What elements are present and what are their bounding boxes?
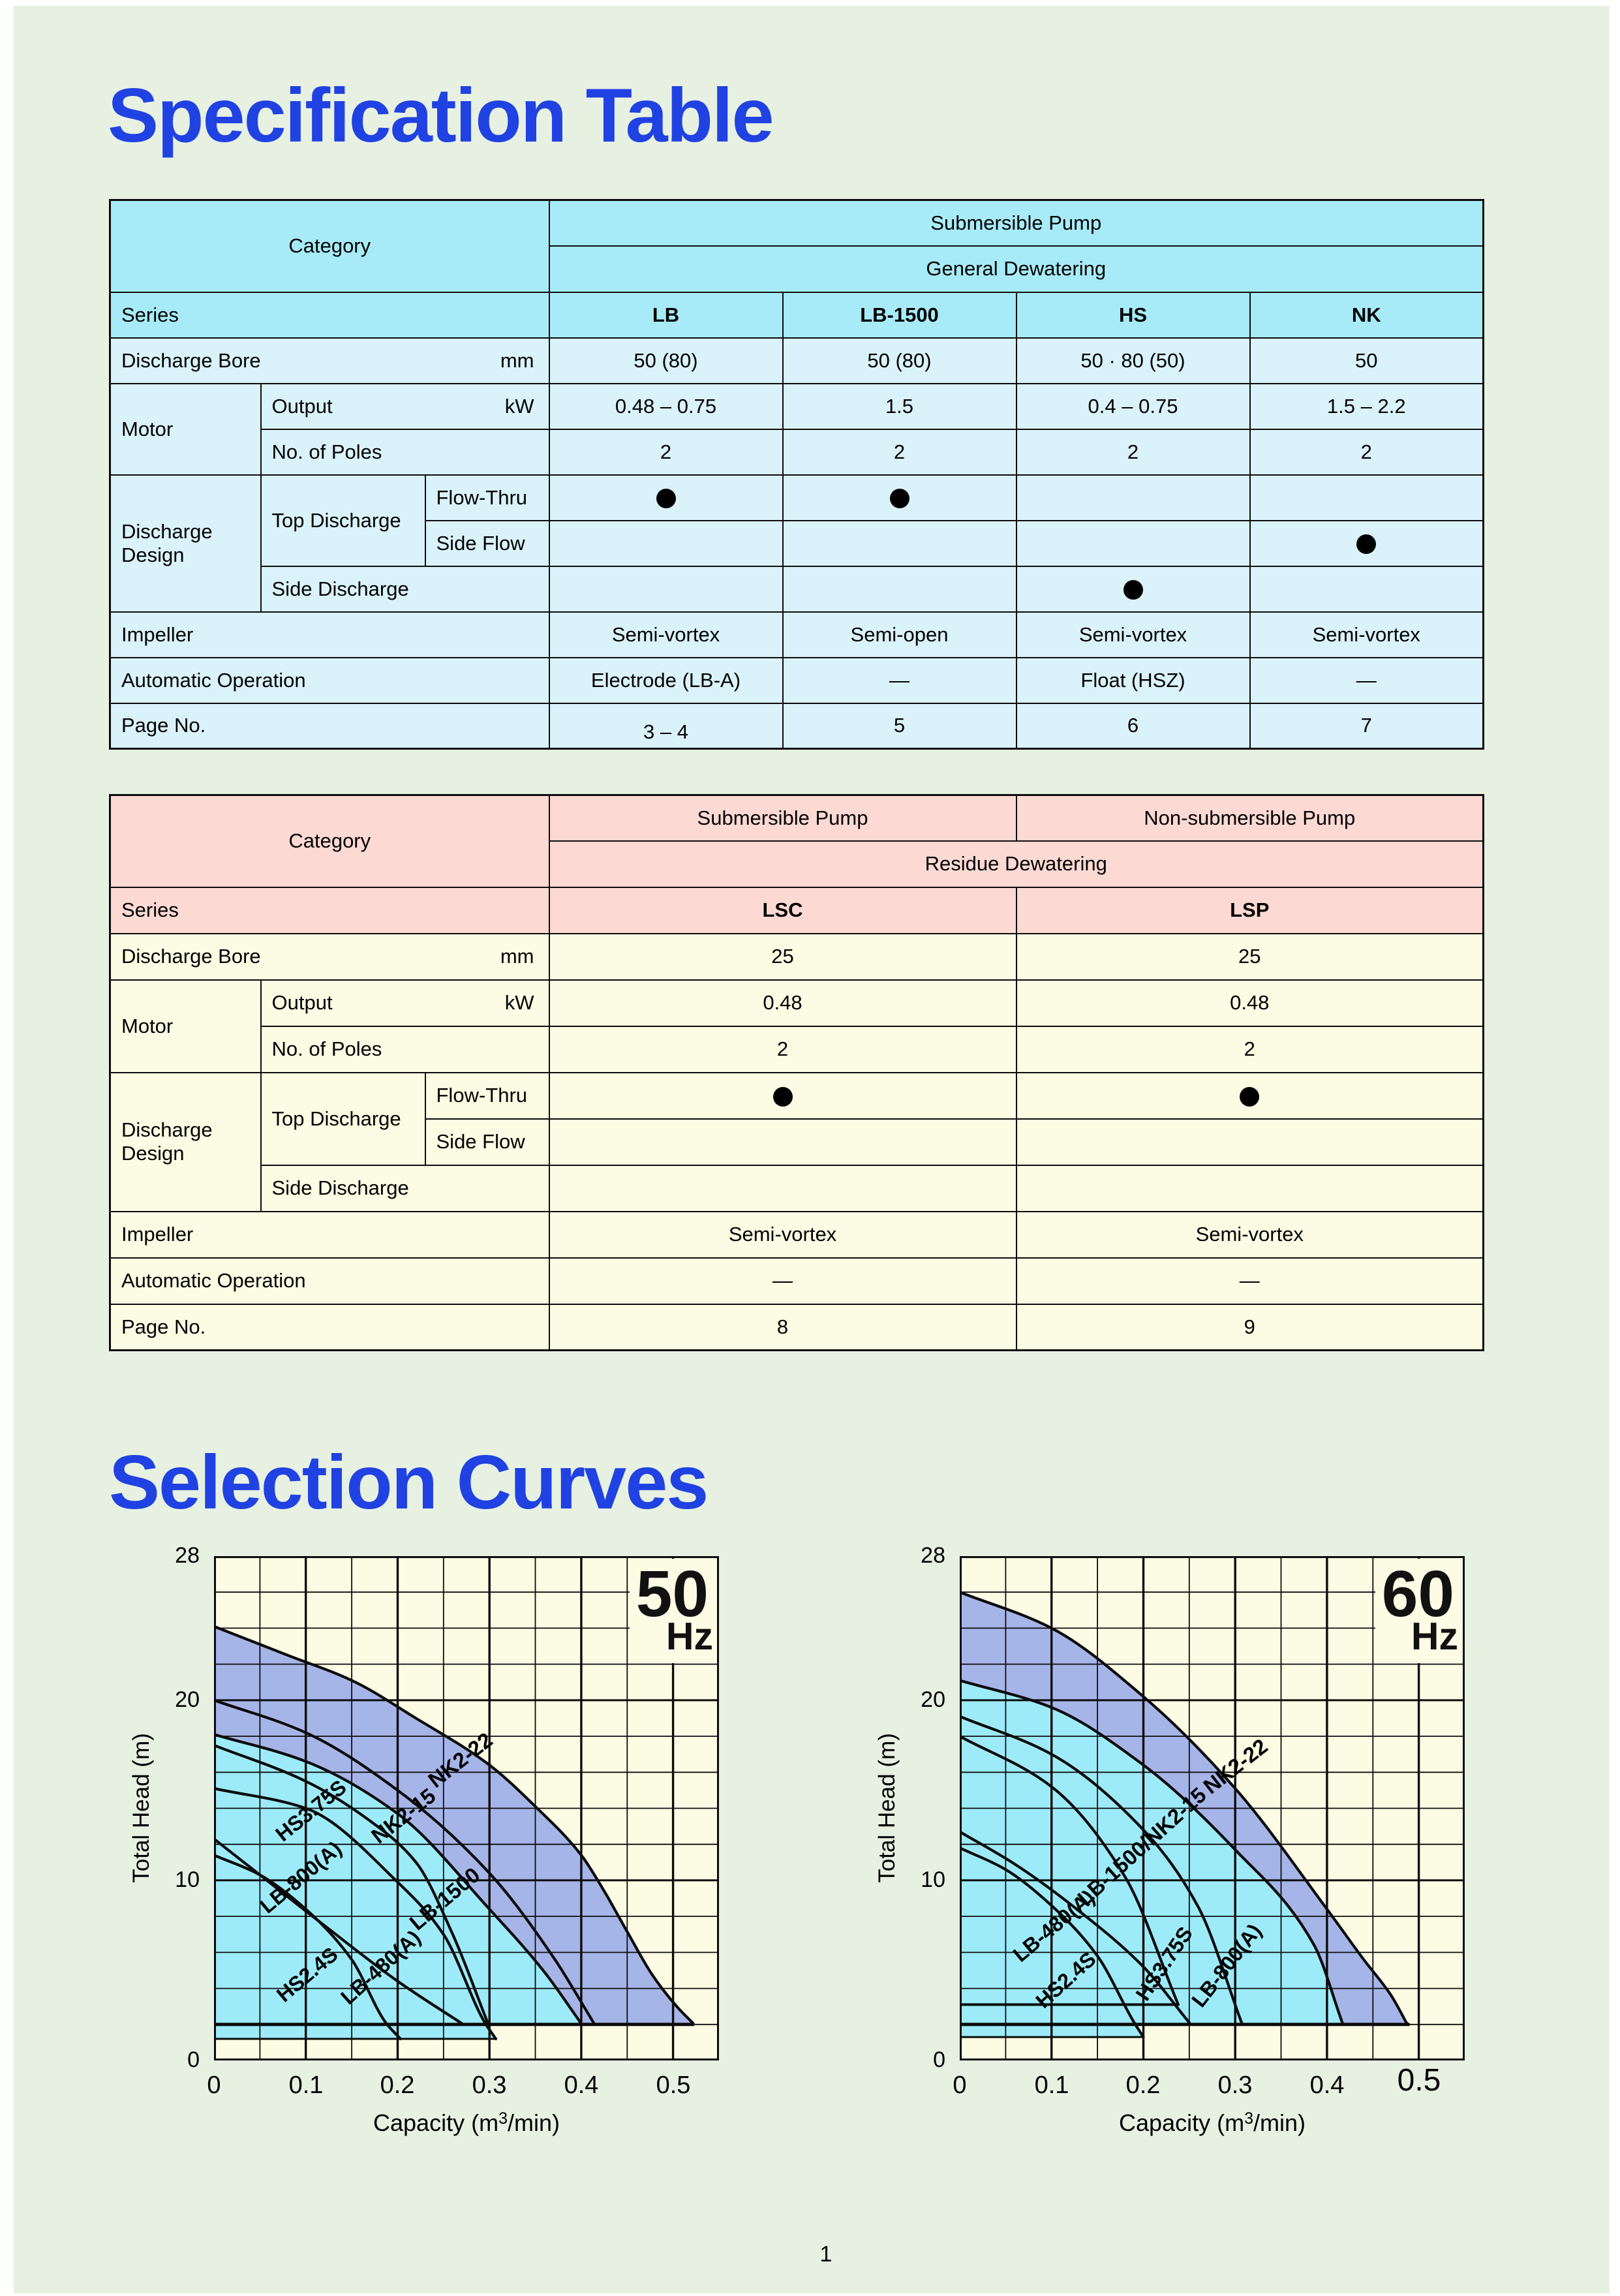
svg-text:Hz: Hz (666, 1615, 713, 1658)
svg-text:50: 50 (636, 1557, 709, 1630)
svg-text:Hz: Hz (1411, 1615, 1458, 1658)
svg-text:60: 60 (1382, 1557, 1454, 1630)
